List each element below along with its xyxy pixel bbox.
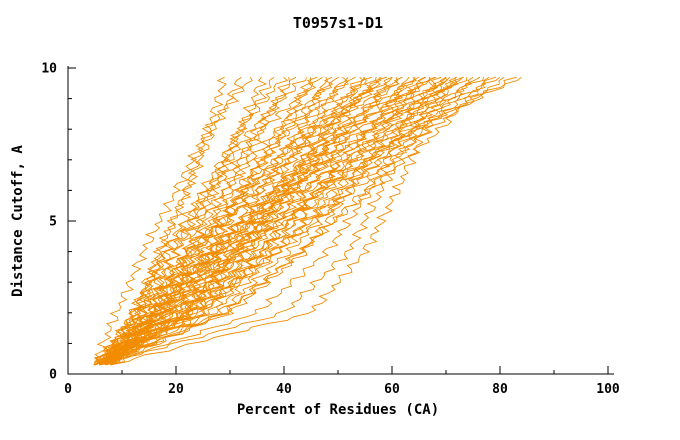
model-curve: [110, 76, 447, 365]
model-curve: [100, 76, 522, 365]
x-tick-label: 80: [492, 382, 508, 397]
x-tick-label: 20: [168, 382, 184, 397]
model-curve: [94, 76, 253, 365]
model-curve: [95, 76, 442, 366]
x-tick-label: 40: [276, 382, 292, 397]
model-curve: [95, 76, 403, 366]
model-curve: [99, 76, 403, 366]
x-tick-label: 60: [384, 382, 400, 397]
curves-layer: [93, 76, 522, 366]
model-curve: [101, 76, 426, 366]
x-axis-label: Percent of Residues (CA): [237, 402, 439, 418]
model-curve: [104, 77, 431, 365]
y-axis-label: Distance Cutoff, A: [10, 145, 26, 297]
y-tick-label: 5: [49, 215, 57, 230]
model-curve: [98, 76, 435, 366]
chart-title: T0957s1-D1: [293, 14, 383, 32]
y-tick-label: 10: [41, 62, 57, 77]
model-curve: [100, 77, 448, 366]
model-curve: [95, 76, 323, 366]
model-curve: [99, 76, 367, 366]
model-curve: [94, 76, 227, 366]
x-tick-label: 100: [596, 382, 620, 397]
model-curve: [99, 76, 490, 366]
model-curve: [93, 77, 382, 366]
model-curve: [106, 76, 356, 365]
model-curve: [95, 76, 481, 366]
model-curve: [93, 76, 388, 366]
model-curve: [99, 76, 505, 366]
y-tick-label: 0: [49, 368, 57, 383]
model-curve: [99, 76, 447, 366]
model-curve: [104, 77, 485, 366]
model-curve: [94, 76, 349, 366]
model-curve: [95, 76, 497, 366]
model-curve: [106, 76, 437, 366]
model-curve: [110, 77, 459, 366]
model-curve: [95, 77, 416, 366]
x-tick-label: 0: [64, 382, 72, 397]
model-curve: [99, 76, 451, 366]
model-curve: [104, 76, 464, 365]
axes-layer: 0 20 40 60 80 100 0 5 10: [41, 62, 620, 398]
